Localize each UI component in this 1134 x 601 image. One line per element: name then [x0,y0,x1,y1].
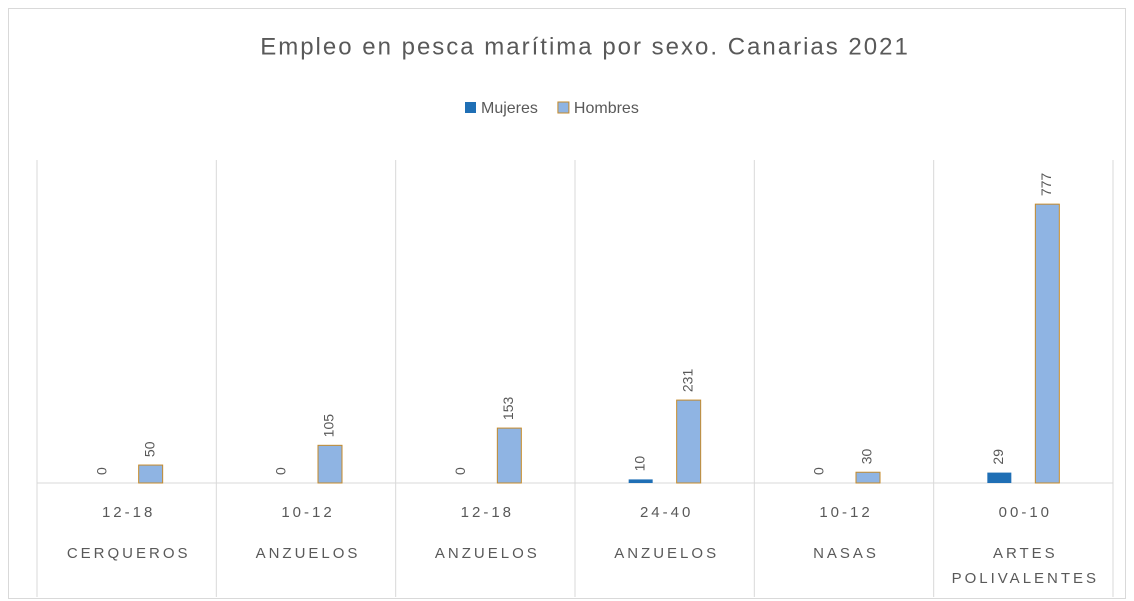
x-tick-label: 24-40 [639,504,694,521]
bar [496,427,522,484]
x-tick-label: 12-18 [101,504,156,521]
bar [676,399,702,484]
legend-swatch [557,101,570,114]
x-tick-label: 10-12 [819,504,873,521]
data-label: 105 [321,414,337,438]
data-label: 0 [93,467,109,475]
data-label: 0 [273,467,289,475]
chart-title: Empleo en pesca marítima por sexo. Canar… [260,33,910,60]
data-label: 153 [500,397,516,421]
x-group-label: ANZUELOS [434,545,540,562]
x-group-label: CERQUEROS [66,545,191,562]
bar [138,464,164,484]
data-label: 231 [679,369,695,393]
data-label: 10 [631,456,647,472]
bar [1034,203,1060,484]
x-tick-label: 00-10 [998,504,1053,521]
legend-label: Mujeres [481,100,538,117]
data-label: 0 [811,467,827,475]
data-label: 29 [990,449,1006,465]
data-label: 50 [141,441,157,457]
x-group-label: ARTES POLIVALENTES [951,545,1100,587]
x-tick-label: 12-18 [460,504,515,521]
bar [855,471,881,484]
legend-label: Hombres [574,100,639,117]
data-label: 777 [1038,173,1054,197]
x-group-label: ANZUELOS [255,545,361,562]
data-label: 0 [452,467,468,475]
x-group-label: NASAS [813,545,879,562]
bar [317,444,343,484]
data-label: 30 [859,448,875,464]
bar [987,472,1012,483]
x-tick-label: 10-12 [281,504,335,521]
x-group-label: ANZUELOS [614,545,720,562]
legend-swatch [465,102,476,113]
bar [628,479,653,483]
